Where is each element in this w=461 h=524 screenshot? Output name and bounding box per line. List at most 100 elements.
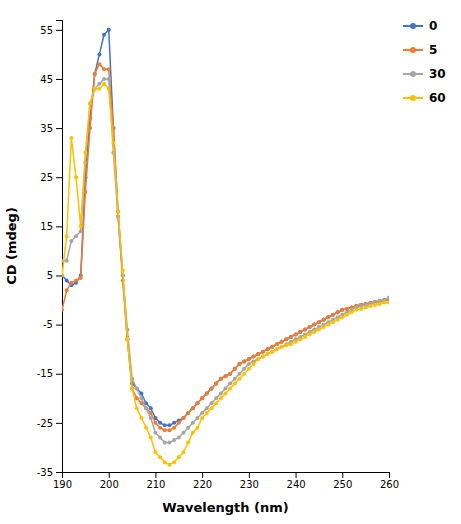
point <box>256 357 260 361</box>
point <box>289 335 293 339</box>
tick: 25 <box>40 172 62 183</box>
point <box>102 33 106 37</box>
point <box>242 359 246 363</box>
point <box>186 411 190 415</box>
legend-label: 60 <box>429 91 446 105</box>
point <box>266 347 270 351</box>
point <box>88 102 92 106</box>
tick-label: 200 <box>100 479 119 490</box>
point <box>280 345 284 349</box>
point <box>209 386 213 390</box>
point <box>345 307 349 311</box>
point <box>233 377 237 381</box>
point <box>233 367 237 371</box>
tick-mark <box>56 325 62 326</box>
point <box>317 320 321 324</box>
point <box>205 391 209 395</box>
point <box>191 421 195 425</box>
point <box>97 62 101 66</box>
legend: 053060 <box>403 19 446 105</box>
point <box>172 460 176 464</box>
tick-mark <box>56 79 62 80</box>
point <box>224 374 228 378</box>
tick: -15 <box>37 368 62 379</box>
point <box>93 87 97 91</box>
point <box>284 337 288 341</box>
point <box>298 330 302 334</box>
tick: 230 <box>240 472 259 490</box>
point <box>158 426 162 430</box>
plot: 190200210220230240250260-35-25-15-551525… <box>37 21 399 491</box>
point <box>228 372 232 376</box>
tick-label: 250 <box>333 479 352 490</box>
point <box>172 421 176 425</box>
tick-label: 230 <box>240 479 259 490</box>
y-axis-title: CD (mdeg) <box>4 207 19 285</box>
point <box>214 401 218 405</box>
point <box>294 340 298 344</box>
point <box>233 382 237 386</box>
point <box>135 386 139 390</box>
point <box>93 87 97 91</box>
point <box>340 315 344 319</box>
point <box>308 325 312 329</box>
tick-mark <box>155 472 156 478</box>
point <box>256 357 260 361</box>
tick-label: 55 <box>40 25 53 36</box>
point <box>247 367 251 371</box>
point <box>167 428 171 432</box>
tick-mark <box>342 472 343 478</box>
point <box>228 372 232 376</box>
tick-label: -15 <box>37 368 53 379</box>
point <box>303 335 307 339</box>
point <box>130 386 134 390</box>
point <box>364 302 368 306</box>
point <box>163 460 167 464</box>
point <box>275 342 279 346</box>
point <box>289 342 293 346</box>
point <box>172 438 176 442</box>
tick: 250 <box>333 472 352 490</box>
tick: 5 <box>47 270 62 281</box>
point <box>167 463 171 467</box>
axis-line <box>63 473 390 479</box>
point <box>195 401 199 405</box>
point <box>135 386 139 390</box>
point <box>312 323 316 327</box>
point <box>102 67 106 71</box>
tick: 200 <box>100 472 119 490</box>
point <box>270 350 274 354</box>
point <box>280 345 284 349</box>
point <box>317 328 321 332</box>
point <box>83 151 87 155</box>
legend-marker <box>410 95 416 101</box>
point <box>242 359 246 363</box>
point <box>149 416 153 420</box>
line <box>62 84 389 465</box>
point <box>387 301 389 305</box>
legend-label: 0 <box>429 19 437 33</box>
point <box>275 347 279 351</box>
series <box>62 28 389 428</box>
tick-mark <box>296 472 297 478</box>
point <box>205 406 209 410</box>
point <box>252 355 256 359</box>
point <box>228 382 232 386</box>
point <box>191 406 195 410</box>
point <box>252 362 256 366</box>
tick-mark <box>109 472 110 478</box>
point <box>261 355 265 359</box>
point <box>191 431 195 435</box>
point <box>238 362 242 366</box>
point <box>149 436 153 440</box>
point <box>153 431 157 435</box>
point <box>298 337 302 341</box>
point <box>270 345 274 349</box>
point <box>107 28 111 32</box>
line <box>62 79 389 443</box>
point <box>186 426 190 430</box>
series <box>62 82 389 467</box>
point <box>205 391 209 395</box>
tick: 45 <box>40 74 62 85</box>
point <box>359 303 363 307</box>
